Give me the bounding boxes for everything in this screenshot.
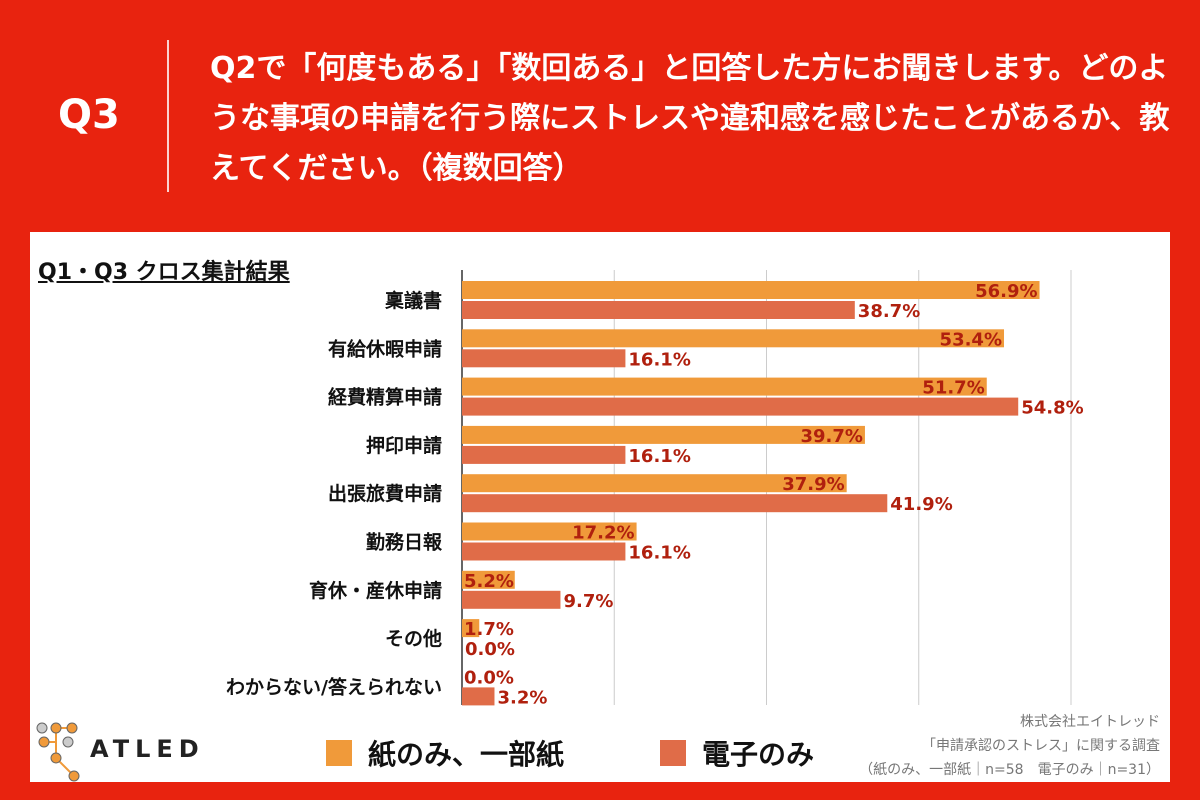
category-label: その他 (385, 627, 442, 650)
bar-paper (462, 619, 480, 638)
source-note: 株式会社エイトレッド 「申請承認のストレス」に関する調査 （紙のみ、一部紙｜n=… (859, 710, 1160, 782)
legend-swatch (326, 740, 352, 766)
data-label: 5.2% (464, 571, 514, 592)
bar-paper (462, 377, 987, 396)
data-label: 39.7% (801, 426, 863, 447)
data-label: 0.0% (465, 639, 515, 660)
chart-title: Q1・Q3 クロス集計結果 (38, 260, 290, 285)
category-label: 稟議書 (385, 289, 442, 312)
logo-text: ATLED (90, 735, 205, 763)
bar-paper (462, 281, 1040, 299)
bar-digital (462, 590, 561, 609)
atled-logo-icon (36, 722, 80, 782)
bar-digital (462, 445, 626, 464)
data-label: 1.7% (464, 619, 514, 640)
category-label: 押印申請 (366, 434, 442, 457)
data-label: 51.7% (922, 378, 984, 399)
category-label: わからない/答えられない (226, 675, 442, 698)
bar-paper (462, 425, 865, 444)
bar-paper (462, 522, 637, 541)
bar-paper (462, 474, 847, 493)
category-label: 出張旅費申請 (328, 482, 442, 505)
data-label: 53.4% (940, 329, 1002, 350)
source-sample: （紙のみ、一部紙｜n=58 電子のみ｜n=31） (859, 762, 1160, 778)
bar-digital (462, 349, 626, 368)
data-label: 16.1% (628, 543, 690, 564)
category-label: 育休・産休申請 (309, 579, 442, 602)
data-label: 17.2% (572, 523, 634, 544)
data-label: 3.2% (497, 687, 547, 708)
data-label: 54.8% (1021, 398, 1083, 419)
bar-digital (462, 542, 626, 561)
source-survey: 「申請承認のストレス」に関する調査 (922, 738, 1160, 754)
bar-digital (462, 397, 1019, 416)
category-label: 経費精算申請 (328, 386, 442, 409)
question-text: Q2で「何度もある」「数回ある」と回答した方にお聞きします。どのような事項の申請… (210, 51, 1170, 186)
bar-digital (462, 301, 855, 319)
bar-digital (462, 494, 888, 513)
source-company: 株式会社エイトレッド (1020, 714, 1160, 730)
legend-label: 紙のみ、一部紙 (368, 738, 565, 771)
legend-item-digital: 電子のみ (660, 733, 814, 773)
bar-paper (462, 329, 1005, 348)
data-label: 0.0% (464, 667, 514, 688)
data-label: 38.7% (858, 301, 920, 322)
header-divider (167, 40, 169, 192)
bar-digital (462, 687, 495, 706)
category-label: 有給休暇申請 (328, 337, 442, 360)
data-label: 37.9% (782, 474, 844, 495)
bar-paper (462, 570, 515, 589)
data-label: 41.9% (890, 494, 952, 515)
legend-swatch (660, 740, 686, 766)
legend-label: 電子のみ (702, 738, 815, 771)
legend-item-paper: 紙のみ、一部紙 (326, 733, 564, 773)
data-label: 9.7% (563, 591, 613, 612)
data-label: 16.1% (628, 349, 690, 370)
data-label: 16.1% (628, 446, 690, 467)
question-number: Q3 (58, 92, 120, 138)
data-label: 56.9% (975, 281, 1037, 302)
category-label: 勤務日報 (366, 531, 443, 554)
